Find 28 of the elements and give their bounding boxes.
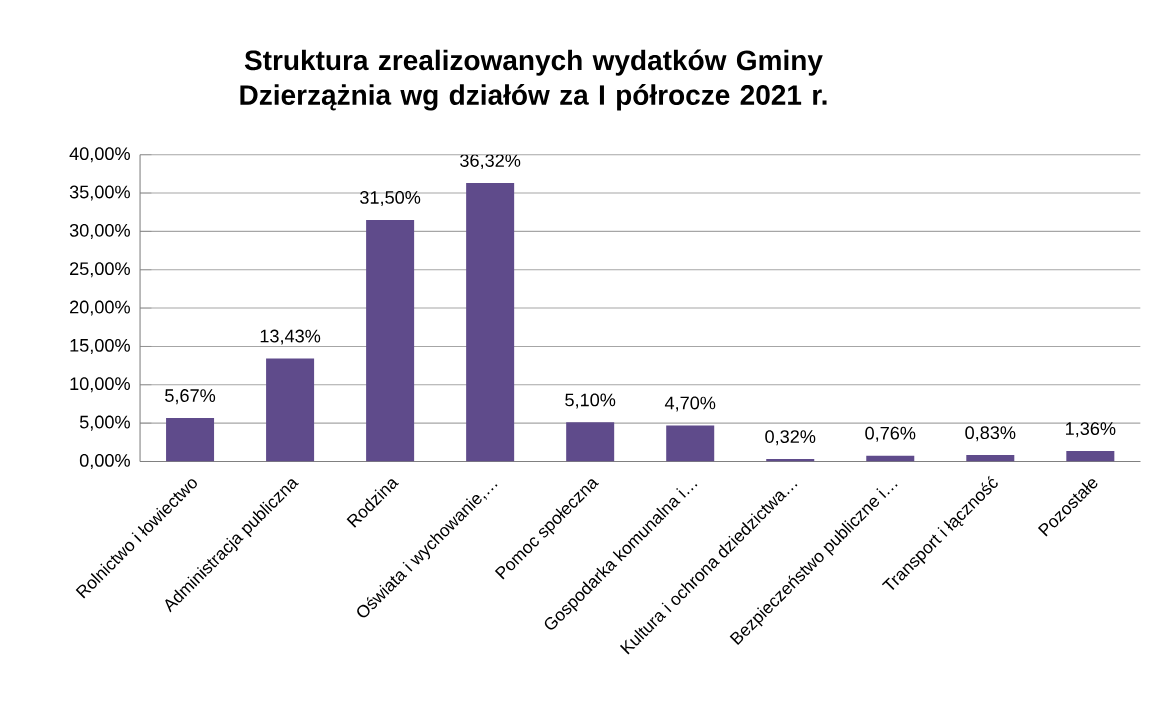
data-label: 36,32% [460, 153, 521, 169]
data-label: 5,10% [565, 393, 616, 409]
y-tick-label: 30,00% [69, 223, 130, 239]
bar [366, 219, 415, 462]
data-label: 4,70% [664, 396, 716, 412]
data-label: 5,67% [165, 389, 216, 405]
y-tick-label: 5,00% [79, 415, 130, 431]
y-tick-label: 10,00% [70, 377, 130, 393]
bar [166, 417, 215, 462]
data-label: 31,50% [360, 190, 421, 206]
y-tick-label: 35,00% [69, 185, 130, 201]
data-label: 0,76% [865, 426, 916, 442]
bar [1066, 450, 1115, 462]
y-tick-label: 20,00% [70, 300, 130, 316]
data-label: 13,43% [260, 329, 321, 345]
data-label: 1,36% [1065, 422, 1116, 438]
y-tick-label: 40,00% [69, 147, 130, 163]
chart-title: Struktura zrealizowanych wydatków Gminy Dzierzążnia wg działów za I półrocze 2021 r. [240, 49, 827, 111]
y-tick-label: 25,00% [70, 262, 130, 278]
data-label: 0,83% [965, 426, 1016, 442]
y-tick-label: 15,00% [70, 338, 130, 354]
y-tick-label: 0,00% [79, 453, 130, 469]
bar [666, 425, 715, 462]
bar [466, 182, 515, 462]
bar [966, 455, 1015, 462]
bar [266, 358, 315, 462]
bar [566, 422, 615, 462]
data-label: 0,32% [765, 430, 816, 446]
